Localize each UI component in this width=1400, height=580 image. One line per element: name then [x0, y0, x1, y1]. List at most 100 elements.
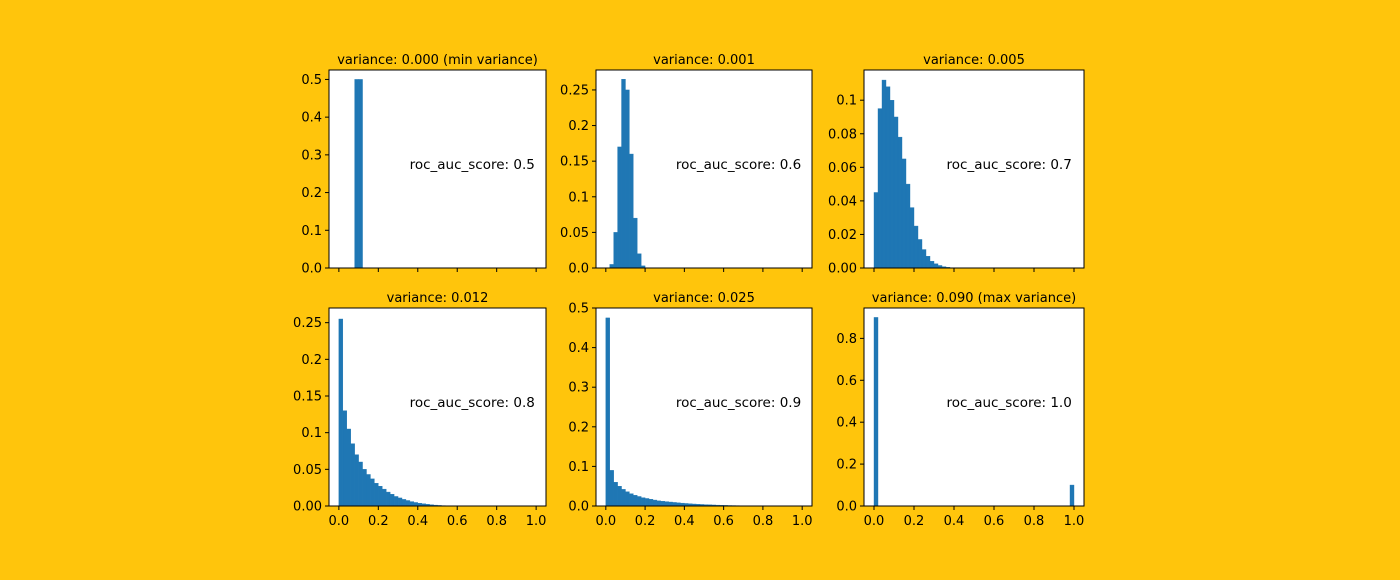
y-tick-label: 0.00 [828, 262, 857, 277]
y-tick-label: 0.04 [828, 194, 857, 209]
y-tick-label: 0.8 [836, 332, 857, 347]
y-tick-label: 0.3 [301, 148, 322, 163]
histogram-bar [656, 500, 661, 507]
plot-area [864, 308, 1084, 506]
histogram-bar [409, 501, 415, 507]
y-tick-label: 0.08 [828, 127, 857, 142]
histogram-bar [621, 79, 626, 269]
histogram-bar [413, 502, 418, 507]
histogram-bar [605, 317, 610, 507]
x-tick-label: 0.2 [904, 514, 925, 529]
y-tick-label: 0.06 [828, 161, 857, 176]
x-tick-label: 1.0 [792, 514, 813, 529]
histogram-bar [648, 499, 654, 507]
histogram-bar [873, 317, 879, 507]
axes-frame [328, 307, 547, 507]
y-tick-label: 0.0 [301, 262, 322, 277]
histogram-bar [629, 153, 634, 269]
x-tick-label: 0.4 [407, 514, 428, 529]
plot-area [329, 70, 546, 268]
y-tick-label: 0.05 [293, 463, 322, 478]
histogram-bar [652, 499, 658, 507]
histogram-bar [925, 256, 931, 269]
y-tick-label: 0.2 [301, 353, 322, 368]
histogram-bar [629, 493, 634, 507]
histogram-bar [640, 497, 646, 507]
histogram-bar [873, 192, 879, 269]
histogram-bar [621, 489, 626, 507]
histogram-bar [617, 486, 622, 507]
roc-auc-annotation: roc_auc_score: 0.9 [676, 395, 801, 411]
y-tick-label: 0.5 [568, 302, 589, 317]
histogram-bar [389, 494, 395, 507]
roc-auc-annotation: roc_auc_score: 1.0 [947, 395, 1072, 411]
y-tick-label: 0.2 [836, 458, 857, 473]
x-tick-label: 0.4 [674, 514, 695, 529]
histogram-bar [672, 502, 677, 507]
chart-panel-5: 0.0 0.1 0.2 0.3 0.4 0.5 0.0 0.2 0.4 0.6 0.8 1.0 vari… [568, 291, 812, 529]
histogram-bar [342, 410, 347, 507]
histogram-bar [382, 488, 387, 507]
y-tick-label: 0.2 [568, 420, 589, 435]
histogram-bar [633, 495, 638, 507]
x-tick-label: 1.0 [526, 514, 547, 529]
histogram-bar [405, 500, 411, 507]
histogram-bar [1069, 484, 1075, 507]
histogram-bar [889, 99, 895, 269]
x-tick-label: 0.4 [944, 514, 965, 529]
x-tick-label: 0.8 [486, 514, 507, 529]
histogram-bar [613, 482, 618, 507]
histogram-bar [633, 217, 638, 269]
roc-auc-annotation: roc_auc_score: 0.7 [947, 157, 1072, 173]
x-tick-label: 0.8 [1024, 514, 1045, 529]
histogram-bar [893, 116, 899, 269]
histogram-bar [354, 454, 359, 507]
chart-title: variance: 0.090 (max variance) [872, 291, 1076, 306]
x-tick-label: 0.8 [753, 514, 774, 529]
y-tick-label: 0.1 [836, 94, 857, 109]
histogram-bar [668, 501, 673, 507]
y-tick-label: 0.4 [568, 341, 589, 356]
histogram-bar [350, 443, 355, 507]
y-tick-label: 0.0 [568, 262, 589, 277]
histogram-bar [613, 232, 618, 269]
histogram-bar [913, 225, 919, 269]
y-tick-label: 0.5 [301, 73, 322, 88]
chart-title: variance: 0.012 [387, 291, 489, 306]
x-tick-label: 0.0 [595, 514, 616, 529]
x-tick-label: 0.2 [635, 514, 656, 529]
histogram-bar [338, 318, 344, 507]
plot-area [596, 308, 812, 506]
y-tick-label: 0.4 [836, 416, 857, 431]
histogram-bar [401, 499, 407, 507]
chart-panel-2: 0.0 0.05 0.1 0.15 0.2 0.25 variance: 0.001 roc_… [560, 53, 813, 277]
histogram-bar [397, 497, 403, 507]
histogram-bar [909, 207, 915, 269]
histogram-bar [933, 263, 939, 269]
roc-auc-annotation: roc_auc_score: 0.8 [410, 395, 535, 411]
chart-title: variance: 0.001 [653, 53, 755, 68]
y-tick-label: 0.00 [293, 500, 322, 515]
chart-panel-3: 0.00 0.02 0.04 0.06 0.08 0.1 variance: 0.005 ro… [828, 53, 1085, 277]
histogram-bar [877, 108, 883, 269]
y-tick-label: 0.25 [560, 83, 589, 98]
y-tick-label: 0.4 [301, 111, 322, 126]
histogram-bar [617, 146, 622, 269]
chart-title: variance: 0.000 (min variance) [337, 53, 538, 68]
histogram-bar [358, 79, 363, 269]
histogram-bar [660, 501, 665, 507]
histogram-bar [905, 183, 911, 269]
axes-frame [863, 69, 1085, 269]
histogram-bar [609, 470, 614, 507]
chart-panel-1: 0.0 0.1 0.2 0.3 0.4 0.5 variance: 0.000 (min v… [301, 53, 547, 277]
x-tick-label: 0.6 [447, 514, 468, 529]
histogram-bar [897, 136, 903, 269]
y-tick-label: 0.2 [301, 186, 322, 201]
y-tick-label: 0.05 [560, 226, 589, 241]
x-tick-label: 0.2 [368, 514, 389, 529]
histogram-bar [917, 239, 923, 269]
axes-frame [328, 69, 547, 269]
histogram-bar [625, 89, 630, 269]
y-tick-label: 0.0 [836, 500, 857, 515]
histogram-bar [374, 483, 379, 507]
